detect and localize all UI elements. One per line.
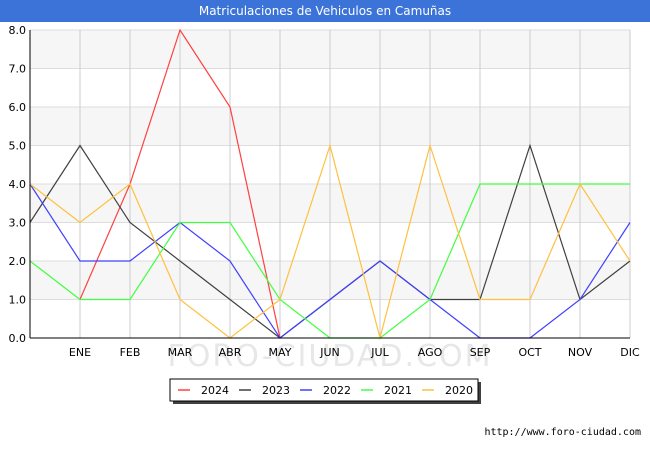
y-tick-labels: 0.0 1.0 2.0 3.0 4.0 5.0 6.0 7.0 8.0 bbox=[9, 24, 27, 345]
legend-label-2024: 2024 bbox=[201, 384, 229, 397]
x-tick-label: JUL bbox=[370, 346, 389, 359]
y-tick-label: 3.0 bbox=[9, 217, 27, 230]
x-tick-label: OCT bbox=[518, 346, 541, 359]
x-tick-label: JUN bbox=[319, 346, 340, 359]
legend-label-2020: 2020 bbox=[445, 384, 473, 397]
watermark: FORO-CIUDAD.COM bbox=[168, 339, 493, 374]
x-tick-label: SEP bbox=[470, 346, 491, 359]
y-tick-label: 4.0 bbox=[9, 178, 27, 191]
series-line-2024 bbox=[79, 28, 281, 339]
x-tick-label: DIC bbox=[620, 346, 640, 359]
x-tick-label: ABR bbox=[219, 346, 242, 359]
legend-label-2022: 2022 bbox=[323, 384, 351, 397]
axes bbox=[29, 30, 630, 339]
y-tick-label: 2.0 bbox=[9, 255, 27, 268]
x-tick-label: MAY bbox=[269, 346, 292, 359]
y-tick-label: 7.0 bbox=[9, 63, 27, 76]
x-tick-label: NOV bbox=[568, 346, 593, 359]
y-tick-label: 1.0 bbox=[9, 294, 27, 307]
y-tick-label: 5.0 bbox=[9, 140, 27, 153]
chart-title: Matriculaciones de Vehiculos en Camuñas bbox=[0, 0, 650, 22]
series-line-2020 bbox=[29, 143, 631, 341]
legend-label-2023: 2023 bbox=[262, 384, 290, 397]
x-tick-label: AGO bbox=[418, 346, 443, 359]
footer-url[interactable]: http://www.foro-ciudad.com bbox=[484, 427, 641, 438]
x-tick-label: MAR bbox=[168, 346, 193, 359]
x-tick-label: ENE bbox=[69, 346, 91, 359]
y-tick-label: 8.0 bbox=[9, 24, 27, 37]
legend: 2024 2023 2022 2021 2020 bbox=[169, 378, 481, 404]
legend-box bbox=[169, 378, 479, 402]
x-tick-labels: ENE FEB MAR ABR MAY JUN JUL AGO SEP OCT NOV DIC bbox=[69, 346, 640, 359]
y-tick-label: 6.0 bbox=[9, 101, 27, 114]
legend-label-2021: 2021 bbox=[384, 384, 412, 397]
x-tick-label: FEB bbox=[120, 346, 141, 359]
y-tick-label: 0.0 bbox=[9, 332, 27, 345]
